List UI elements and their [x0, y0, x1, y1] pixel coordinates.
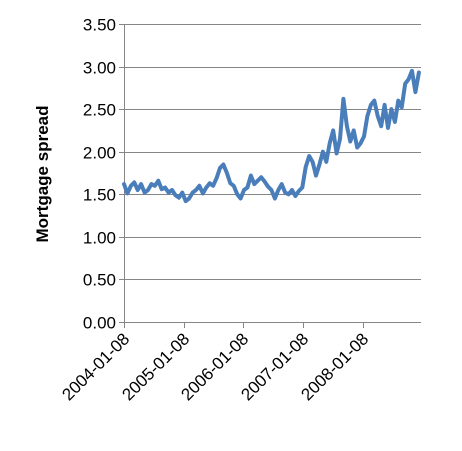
y-tick-label: 2.00: [83, 144, 116, 163]
gridlines: [124, 24, 421, 280]
y-tick-label: 1.00: [83, 229, 116, 248]
series-line-1: [122, 68, 421, 204]
y-tick-label: 2.50: [83, 101, 116, 120]
y-tick-label: 1.50: [83, 186, 116, 205]
axes: [119, 24, 421, 328]
tick-labels: 0.000.501.001.502.002.503.003.502004-01-…: [58, 16, 372, 405]
y-tick-label: 3.00: [83, 59, 116, 78]
y-tick-label: 0.00: [83, 314, 116, 333]
y-tick-label: 0.50: [83, 271, 116, 290]
series-layer: [122, 68, 421, 204]
y-axis-title: Mortgage spread: [33, 106, 52, 243]
y-tick-label: 3.50: [83, 16, 116, 35]
